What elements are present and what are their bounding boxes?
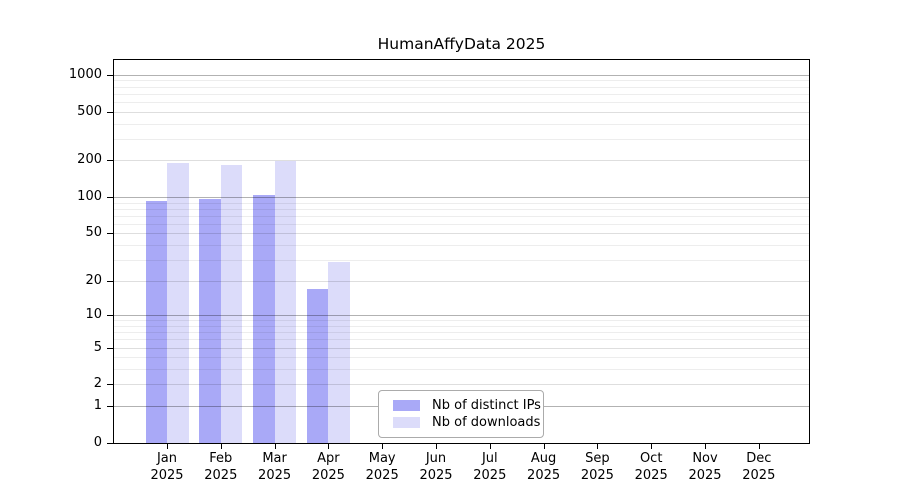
y-tick-label-500: 500 [77,103,102,119]
legend-label-downloads: Nb of downloads [432,415,541,430]
gridline-500 [114,111,809,113]
y-tick-5 [107,347,113,349]
y-tick-label-10: 10 [85,307,102,323]
y-tick-50 [107,233,113,235]
x-tick-feb [220,444,222,449]
x-tick-label-jun: Jun 2025 [419,451,453,483]
x-tick-label-sep: Sep 2025 [580,451,614,483]
legend-row-downloads: Nb of downloads [393,414,543,431]
minor-gridline-400 [114,123,809,125]
y-tick-10 [107,315,113,317]
y-tick-100 [107,197,113,199]
gridline-2 [114,384,809,386]
bar-downloads-apr [328,261,350,443]
y-tick-1000 [107,74,113,76]
minor-gridline-700 [114,93,809,95]
y-tick-200 [107,160,113,162]
x-tick-jan [167,444,168,449]
x-tick-may [382,444,384,449]
legend-swatch-downloads-icon [393,417,420,428]
x-tick-label-mar: Mar 2025 [258,451,292,483]
minor-gridline-90 [114,202,809,204]
minor-gridline-7 [114,332,809,334]
minor-gridline-30 [114,259,809,261]
minor-gridline-6 [114,339,809,341]
x-tick-label-jul: Jul 2025 [473,451,507,483]
y-tick-label-1: 1 [93,398,102,414]
bar-downloads-jan [167,163,189,443]
minor-gridline-60 [114,223,809,225]
x-tick-label-feb: Feb 2025 [204,451,238,483]
bar-ips-mar [253,195,275,443]
x-tick-dec [758,444,760,449]
minor-gridline-600 [114,101,809,103]
y-tick-label-2: 2 [93,376,102,392]
x-tick-label-oct: Oct 2025 [634,451,668,483]
bar-ips-jan [145,200,167,443]
gridline-100 [114,197,809,199]
legend-swatch-distinct-ips-icon [393,400,420,411]
gridline-50 [114,233,809,235]
minor-gridline-8 [114,325,809,327]
x-tick-label-may: May 2025 [365,451,399,483]
bar-downloads-feb [220,165,243,443]
minor-gridline-3 [114,369,809,371]
x-tick-jul [489,444,491,449]
x-tick-sep [597,444,599,449]
y-tick-500 [107,111,113,113]
y-tick-20 [107,280,113,282]
legend-label-distinct-ips: Nb of distinct IPs [432,398,541,413]
minor-gridline-300 [114,138,809,140]
gridline-5 [114,347,809,349]
minor-gridline-70 [114,215,809,217]
y-tick-1 [107,406,113,408]
minor-gridline-40 [114,245,809,247]
minor-gridline-900 [114,80,809,82]
y-tick-label-50: 50 [85,225,102,241]
minor-gridline-800 [114,86,809,88]
x-tick-label-aug: Aug 2025 [527,451,561,483]
x-tick-nov [705,444,706,449]
y-tick-label-1000: 1000 [68,66,102,82]
minor-gridline-80 [114,208,809,210]
x-tick-oct [651,444,653,449]
y-tick-0 [107,443,113,444]
legend-row-distinct-ips: Nb of distinct IPs [393,397,543,414]
gridline-200 [114,160,809,162]
x-tick-label-nov: Nov 2025 [688,451,722,483]
gridline-20 [114,280,809,282]
chart-title: HumanAffyData 2025 [377,35,546,53]
gridline-1000 [114,74,809,76]
bar-ips-feb [199,199,221,443]
gridline-10 [114,315,809,317]
y-tick-label-20: 20 [85,272,102,288]
x-tick-aug [543,444,545,449]
x-tick-label-dec: Dec 2025 [742,451,776,483]
x-tick-label-apr: Apr 2025 [311,451,345,483]
y-tick-2 [107,384,113,386]
plot-area [113,59,810,444]
bar-ips-apr [306,288,329,443]
y-tick-label-200: 200 [77,152,102,168]
minor-gridline-9 [114,320,809,322]
x-tick-apr [328,444,330,449]
x-tick-mar [274,444,276,449]
y-tick-label-0: 0 [93,435,102,450]
bar-downloads-mar [274,161,297,443]
legend: Nb of distinct IPs Nb of downloads [378,390,544,438]
y-tick-label-5: 5 [93,339,102,355]
y-tick-label-100: 100 [77,189,102,205]
x-tick-jun [436,444,437,449]
minor-gridline-4 [114,357,809,359]
x-tick-label-jan: Jan 2025 [150,451,184,483]
